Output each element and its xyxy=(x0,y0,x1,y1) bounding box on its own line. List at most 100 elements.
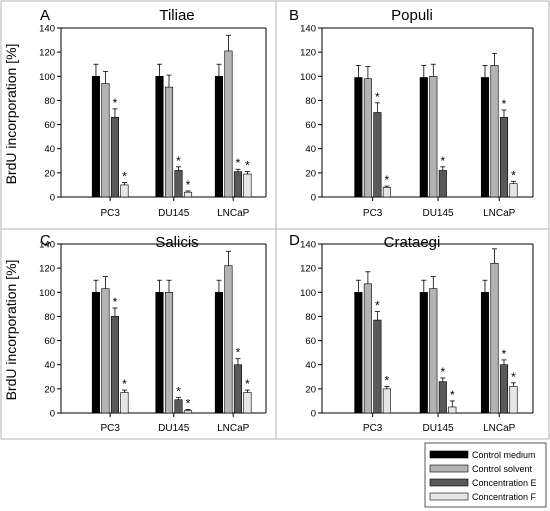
significance-star: * xyxy=(502,347,507,361)
y-tick-label: 20 xyxy=(305,384,316,395)
bar-concentration-f-pc3 xyxy=(120,392,129,414)
bar-control-solvent-pc3 xyxy=(363,283,372,414)
significance-star: * xyxy=(176,154,181,168)
significance-star: * xyxy=(440,365,445,379)
panel-letter: B xyxy=(289,7,299,24)
significance-star: * xyxy=(511,370,516,384)
panel-title: Populi xyxy=(391,7,433,24)
bar-control-medium-du145 xyxy=(419,291,428,414)
significance-star: * xyxy=(186,396,191,410)
bar-control-solvent-lncap xyxy=(224,50,233,198)
bar-control-medium-pc3 xyxy=(91,75,100,198)
bar-concentration-f-pc3 xyxy=(382,388,391,414)
significance-star: * xyxy=(450,388,455,402)
y-tick-label: 20 xyxy=(305,168,316,179)
y-tick-label: 60 xyxy=(44,336,55,347)
bar-control-medium-du145 xyxy=(419,77,428,198)
bar-control-medium-du145 xyxy=(155,291,164,414)
significance-star: * xyxy=(511,168,516,182)
y-tick-label: 40 xyxy=(305,144,316,155)
panel-b-populi: B Populi 0 20 40 60 80 100 120 140 PC3 * * DU145 * LNCa… xyxy=(289,7,534,219)
bar-control-medium-lncap xyxy=(214,75,223,198)
y-tick-label: 0 xyxy=(311,193,316,204)
significance-star: * xyxy=(113,96,118,110)
y-tick-label: 80 xyxy=(305,96,316,107)
bar-control-medium-lncap xyxy=(480,77,490,198)
category-label-lncap: LNCaP xyxy=(483,423,516,434)
panel-frame-b xyxy=(275,0,550,230)
panel-letter: A xyxy=(40,7,50,24)
significance-star: * xyxy=(176,384,181,398)
bar-concentration-f-du145 xyxy=(183,191,193,198)
y-tick-label: 140 xyxy=(300,24,316,35)
significance-star: * xyxy=(375,90,380,104)
panel-c-salicis: C Salicis 0 20 40 60 80 100 120 140 PC3 * * DU145 * * LN… xyxy=(39,232,267,434)
y-tick-label: 0 xyxy=(50,409,55,420)
y-tick-label: 40 xyxy=(44,144,55,155)
category-label-du145: DU145 xyxy=(422,423,454,434)
panel-letter: C xyxy=(40,232,51,249)
panel-title: Tiliae xyxy=(159,7,194,24)
bar-control-solvent-pc3 xyxy=(363,78,372,198)
bar-control-medium-lncap xyxy=(214,291,223,414)
significance-star: * xyxy=(186,178,191,192)
category-label-lncap: LNCaP xyxy=(217,423,250,434)
bar-concentration-f-lncap xyxy=(509,386,518,414)
bar-concentration-f-du145 xyxy=(448,406,457,414)
bar-control-medium-lncap xyxy=(480,291,490,414)
bar-concentration-e-du145 xyxy=(438,170,447,198)
legend-swatch-concentration-f xyxy=(429,492,469,501)
significance-star: * xyxy=(385,173,390,187)
bar-control-solvent-lncap xyxy=(224,265,233,414)
y-tick-label: 100 xyxy=(300,72,316,83)
y-tick-label: 100 xyxy=(300,288,316,299)
y-tick-label: 20 xyxy=(44,384,55,395)
y-tick-label: 80 xyxy=(44,96,55,107)
bar-concentration-e-pc3 xyxy=(373,319,382,414)
y-tick-label: 0 xyxy=(311,409,316,420)
legend: Control medium Control solvent Concentra… xyxy=(424,442,547,508)
y-tick-label: 120 xyxy=(300,264,316,275)
category-label-pc3: PC3 xyxy=(100,423,120,434)
category-label-lncap: LNCaP xyxy=(217,208,250,219)
y-tick-label: 60 xyxy=(305,120,316,131)
y-tick-label: 120 xyxy=(300,48,316,59)
legend-swatch-control-medium xyxy=(429,450,469,459)
bar-control-solvent-du145 xyxy=(164,291,174,414)
y-tick-label: 80 xyxy=(305,312,316,323)
panel-frame-d xyxy=(275,228,550,440)
bar-control-solvent-pc3 xyxy=(101,83,110,198)
bar-control-solvent-lncap xyxy=(490,263,499,414)
bar-control-solvent-pc3 xyxy=(101,288,110,414)
bar-concentration-f-pc3 xyxy=(120,184,129,198)
category-label-lncap: LNCaP xyxy=(483,208,516,219)
category-label-pc3: PC3 xyxy=(100,208,120,219)
bar-concentration-e-du145 xyxy=(174,399,183,414)
category-label-du145: DU145 xyxy=(422,208,454,219)
legend-swatch-concentration-e xyxy=(429,478,469,487)
category-label-pc3: PC3 xyxy=(363,423,383,434)
y-tick-label: 100 xyxy=(39,288,55,299)
bar-control-medium-pc3 xyxy=(91,291,100,414)
legend-label-control-solvent: Control solvent xyxy=(472,464,533,474)
significance-star: * xyxy=(236,156,241,170)
y-axis-label-top: BrdU incorporation [%] xyxy=(3,44,19,185)
significance-star: * xyxy=(113,295,118,309)
bar-concentration-f-du145 xyxy=(183,410,193,414)
bar-concentration-f-lncap xyxy=(243,392,252,414)
y-tick-label: 120 xyxy=(39,264,55,275)
panel-letter: D xyxy=(289,232,300,249)
legend-label-concentration-e: Concentration E xyxy=(472,478,537,488)
significance-star: * xyxy=(245,377,250,391)
bar-control-medium-pc3 xyxy=(354,291,363,414)
bar-control-medium-pc3 xyxy=(354,77,363,198)
panel-d-crataegi: D Crataegi 0 20 40 60 80 100 120 140 PC3 * * DU145 * * L… xyxy=(289,232,534,434)
bar-concentration-e-pc3 xyxy=(110,117,119,198)
panel-title: Salicis xyxy=(155,234,198,251)
y-tick-label: 120 xyxy=(39,48,55,59)
bar-concentration-e-lncap xyxy=(233,171,242,198)
panel-a-tiliae: A Tiliae 0 20 40 60 80 100 120 140 PC3 * * DU145 * * LNC… xyxy=(39,7,267,219)
y-tick-label: 20 xyxy=(44,168,55,179)
bar-concentration-e-lncap xyxy=(499,364,509,414)
